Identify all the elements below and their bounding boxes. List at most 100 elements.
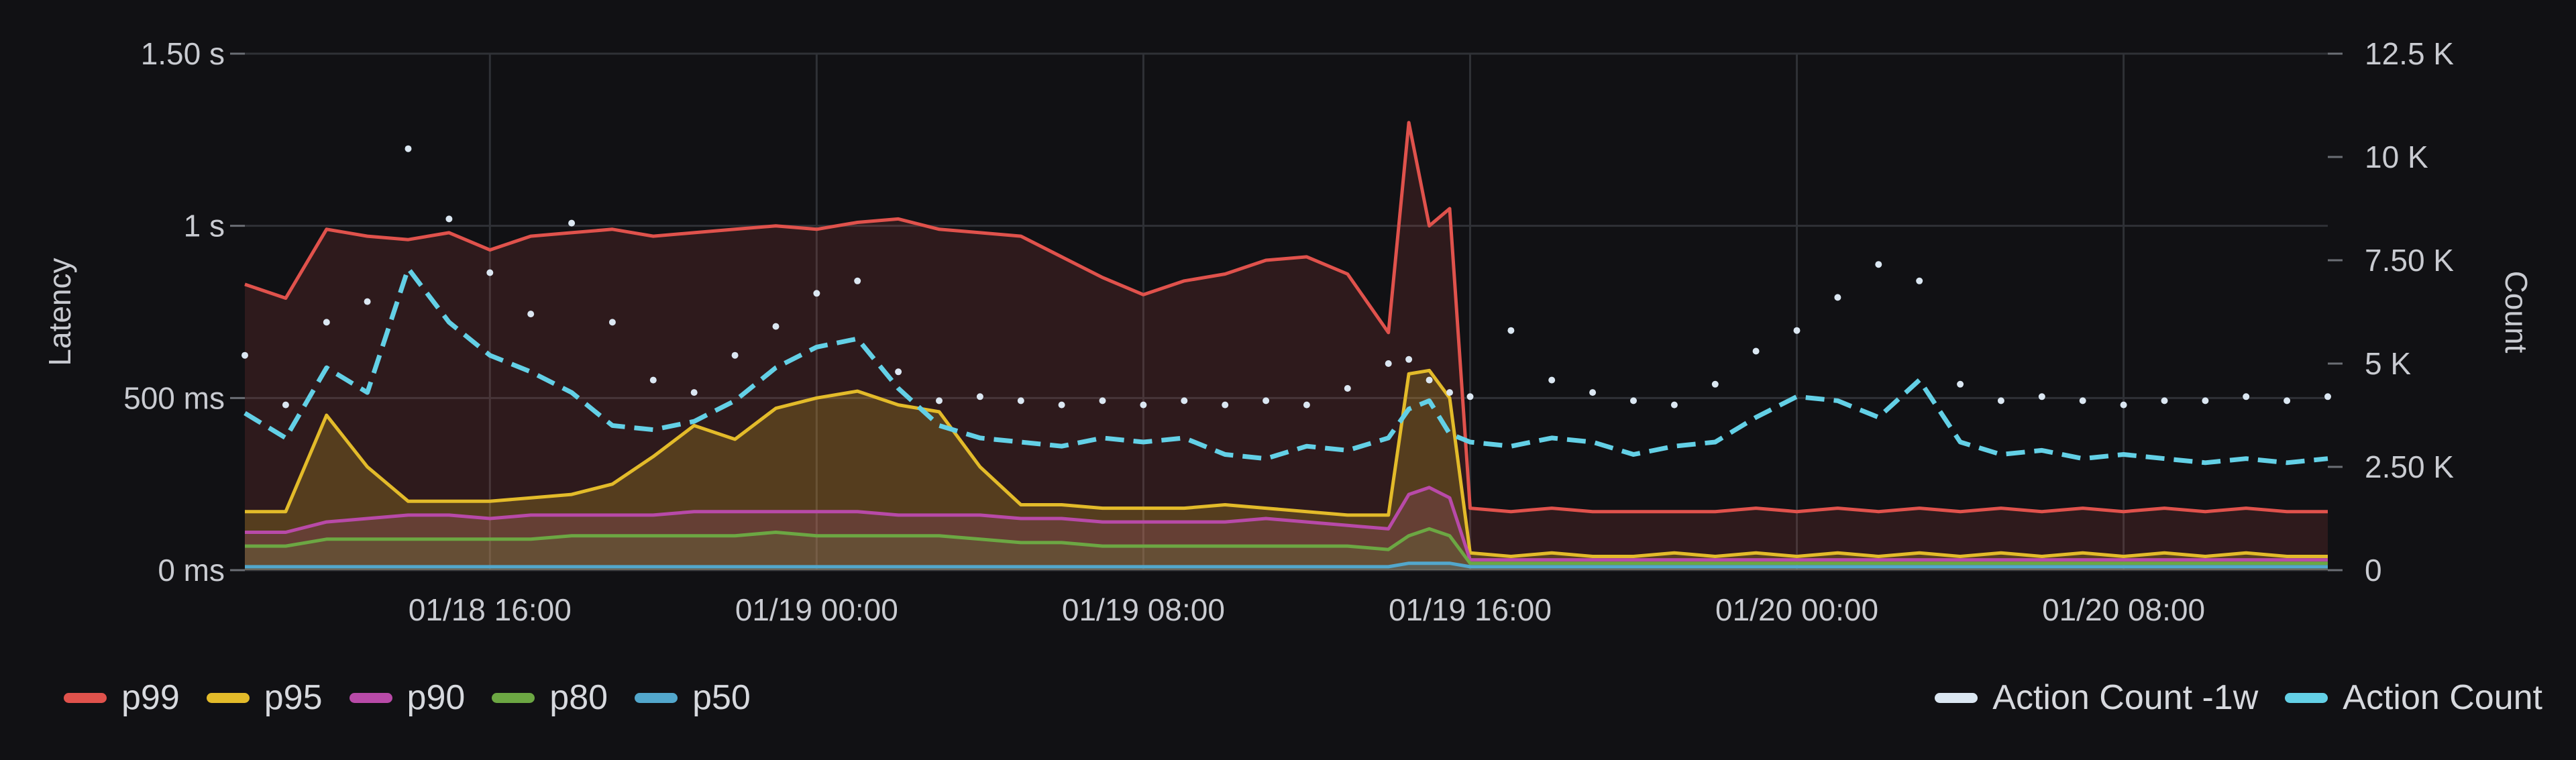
point-action-count-1w xyxy=(649,376,657,384)
y-tick-right-12-5-k: 12.5 K xyxy=(2365,36,2454,71)
x-tick-01-19-00-00: 01/19 00:00 xyxy=(735,592,898,627)
point-action-count-1w xyxy=(1548,376,1556,384)
point-action-count-1w xyxy=(2079,397,2086,404)
legend-item-p50[interactable]: p50 xyxy=(635,677,751,718)
point-action-count-1w xyxy=(241,351,248,359)
point-action-count-1w xyxy=(1140,401,1147,409)
point-action-count-1w xyxy=(1446,389,1453,396)
x-tick-01-19-16-00: 01/19 16:00 xyxy=(1389,592,1552,627)
point-action-count-1w xyxy=(895,368,902,376)
legend-swatch-action-count xyxy=(2285,692,2328,703)
point-action-count-1w xyxy=(690,389,698,396)
point-action-count-1w xyxy=(1630,397,1637,404)
legend-item-p80[interactable]: p80 xyxy=(492,677,608,718)
legend-swatch-p95 xyxy=(206,692,250,703)
point-action-count-1w xyxy=(1058,401,1065,409)
y-tick-left-1-50-s: 1.50 s xyxy=(141,36,225,71)
point-action-count-1w xyxy=(1834,294,1841,301)
point-action-count-1w xyxy=(486,269,494,276)
point-action-count-1w xyxy=(1263,397,1270,404)
legend-swatch-p50 xyxy=(635,692,678,703)
legend-item-p95[interactable]: p95 xyxy=(206,677,323,718)
x-tick-01-19-08-00: 01/19 08:00 xyxy=(1062,592,1225,627)
point-action-count-1w xyxy=(1303,401,1310,409)
point-action-count-1w xyxy=(1752,347,1760,355)
series-area-p50 xyxy=(245,563,2328,570)
point-action-count-1w xyxy=(527,311,535,318)
point-action-count-1w xyxy=(772,323,780,330)
legend-label-p95: p95 xyxy=(264,678,323,717)
legend-right: Action Count -1w Action Count xyxy=(1935,671,2542,724)
point-action-count-1w xyxy=(1099,397,1106,404)
series-line-p95 xyxy=(245,368,2328,558)
point-action-count-1w xyxy=(1957,380,1964,388)
y-axis-title-left: Latency xyxy=(42,258,77,366)
series-line-p90 xyxy=(245,486,2328,562)
point-action-count-1w xyxy=(731,351,739,359)
point-action-count-1w xyxy=(1507,327,1515,334)
point-action-count-1w xyxy=(2120,401,2127,409)
point-action-count-1w xyxy=(1670,401,1678,409)
legend-label-action-count: Action Count xyxy=(2343,678,2542,717)
point-action-count-1w xyxy=(1426,376,1433,384)
point-action-count-1w xyxy=(1222,401,1229,409)
legend-item-action-count[interactable]: Action Count xyxy=(2285,677,2542,718)
series-line-p50 xyxy=(245,561,2328,569)
point-action-count-1w xyxy=(2161,397,2168,404)
point-action-count-1w xyxy=(2202,397,2209,404)
y-tick-left-500-ms: 500 ms xyxy=(123,380,225,415)
point-action-count-1w xyxy=(323,319,330,326)
series-line-p80 xyxy=(245,527,2328,565)
point-action-count-1w xyxy=(1466,393,1474,400)
y-tick-right-7-50-k: 7.50 K xyxy=(2365,243,2454,278)
legend-label-p50: p50 xyxy=(692,678,751,717)
point-action-count-1w xyxy=(2038,393,2045,400)
point-action-count-1w xyxy=(1589,389,1597,396)
point-action-count-1w xyxy=(976,393,983,400)
series-area-p95 xyxy=(245,370,2328,570)
point-action-count-1w xyxy=(1405,356,1413,363)
point-action-count-1w xyxy=(1875,261,1882,268)
series-line-action-count xyxy=(244,266,2328,466)
point-action-count-1w xyxy=(1344,385,1351,392)
legend-swatch-p90 xyxy=(349,692,392,703)
y-tick-left-1-s: 1 s xyxy=(184,209,225,243)
point-action-count-1w xyxy=(1916,277,1923,284)
point-action-count-1w xyxy=(364,298,371,305)
legend-label-action-count-1w: Action Count -1w xyxy=(1992,678,2259,717)
legend-swatch-action-count-1w xyxy=(1935,692,1978,703)
point-action-count-1w xyxy=(813,290,820,297)
legend-label-p80: p80 xyxy=(549,678,608,717)
point-action-count-1w xyxy=(608,319,616,326)
legend-label-p90: p90 xyxy=(407,678,466,717)
point-action-count-1w xyxy=(405,145,412,152)
point-action-count-1w xyxy=(1997,397,2004,404)
point-action-count-1w xyxy=(2324,393,2331,400)
point-action-count-1w xyxy=(1793,327,1801,334)
legend-item-action-count-1w[interactable]: Action Count -1w xyxy=(1935,677,2258,718)
y-tick-left-0-ms: 0 ms xyxy=(158,553,225,588)
point-action-count-1w xyxy=(1711,380,1719,388)
series-area-p80 xyxy=(245,529,2328,570)
legend-swatch-p80 xyxy=(492,692,535,703)
legend-item-p99[interactable]: p99 xyxy=(64,677,180,718)
series-area-p99 xyxy=(245,122,2328,570)
y-tick-right-0: 0 xyxy=(2365,553,2382,588)
x-tick-01-18-16-00: 01/18 16:00 xyxy=(409,592,572,627)
point-action-count-1w xyxy=(1181,397,1188,404)
series-line-p99 xyxy=(244,121,2328,514)
y-tick-right-10-k: 10 K xyxy=(2365,140,2428,174)
y-tick-right-5-k: 5 K xyxy=(2365,346,2411,381)
point-action-count-1w xyxy=(854,277,861,284)
legend-item-p90[interactable]: p90 xyxy=(349,677,466,718)
series-area-p90 xyxy=(245,487,2328,570)
legend-left: p99 p95 p90 p80 p50 xyxy=(64,671,751,724)
point-action-count-1w xyxy=(1385,360,1392,367)
point-action-count-1w xyxy=(2284,397,2291,404)
point-action-count-1w xyxy=(445,215,453,223)
point-action-count-1w xyxy=(2243,393,2250,400)
point-action-count-1w xyxy=(936,397,943,404)
legend-label-p99: p99 xyxy=(121,678,180,717)
legend-swatch-p99 xyxy=(64,692,107,703)
